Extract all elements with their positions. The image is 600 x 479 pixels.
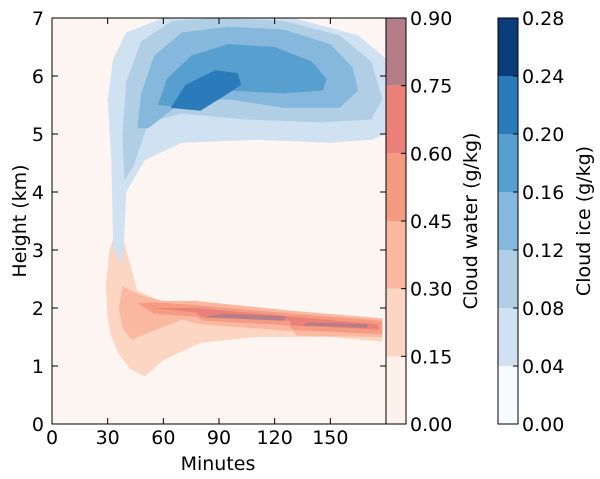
y-tick-label-4: 4 (32, 182, 44, 204)
x-tick-label-90: 90 (207, 427, 231, 449)
y-tick-label-6: 6 (32, 66, 44, 88)
colorbar-cloud-ice: 0.00 0.04 0.08 0.12 0.16 0.20 0.24 0.28 (497, 8, 564, 436)
cloud-water-contour-5 (302, 322, 368, 328)
colorbar-cloud-ice-label: Cloud ice (g/kg) (573, 146, 595, 296)
colorbar-ice-segment-4 (498, 134, 518, 192)
colorbar-water-segment-5 (386, 18, 406, 86)
colorbar-ice-tick-label-0.16: 0.16 (522, 182, 564, 204)
y-tick-label-3: 3 (32, 240, 44, 262)
colorbar-water-segment-1 (386, 288, 406, 357)
y-tick-label-7: 7 (32, 8, 44, 30)
x-tick-label-30: 30 (96, 427, 120, 449)
colorbar-water-tick-label-0.15: 0.15 (410, 346, 452, 368)
y-tick-label-0: 0 (32, 414, 44, 436)
colorbar-cloud-water: 0.00 0.15 0.30 0.45 0.60 0.75 0.90 (385, 8, 452, 436)
colorbar-ice-segment-6 (498, 18, 518, 76)
colorbar-ice-segment-1 (498, 308, 518, 366)
cloud-water-contour-4 (204, 313, 286, 321)
cloud-ice-contour-4 (170, 70, 242, 111)
colorbar-water-segment-0 (386, 356, 406, 424)
colorbar-ice-segment-0 (498, 366, 518, 424)
colorbar-ice-segment-5 (498, 76, 518, 134)
colorbar-ice-tick-label-0.24: 0.24 (522, 66, 564, 88)
colorbar-water-tick-label-0.60: 0.60 (410, 143, 452, 165)
colorbar-water-segment-3 (386, 153, 406, 221)
colorbar-water-segment-4 (386, 85, 406, 154)
colorbar-water-tick-label-0.75: 0.75 (410, 76, 452, 98)
x-axis-label: Minutes (181, 453, 256, 475)
colorbar-cloud-water-label: Cloud water (g/kg) (460, 133, 482, 310)
y-tick-label-1: 1 (32, 356, 44, 378)
y-tick-label-2: 2 (32, 298, 44, 320)
colorbar-ice-tick-label-0.00: 0.00 (522, 414, 564, 436)
colorbar-ice-tick-label-0.04: 0.04 (522, 356, 564, 378)
colorbar-water-tick-label-0.45: 0.45 (410, 211, 452, 233)
colorbar-ice-tick-label-0.12: 0.12 (522, 240, 564, 262)
y-tick-label-5: 5 (32, 124, 44, 146)
x-tick-label-120: 120 (257, 427, 293, 449)
x-tick-label-60: 60 (151, 427, 175, 449)
colorbar-ice-tick-label-0.20: 0.20 (522, 124, 564, 146)
x-tick-label-0: 0 (46, 427, 58, 449)
y-axis-label: Height (km) (9, 164, 31, 277)
colorbar-ice-frame (497, 17, 519, 425)
colorbar-water-segment-2 (386, 221, 406, 289)
colorbar-ice-tick-label-0.28: 0.28 (522, 8, 564, 30)
colorbar-ice-segment-3 (498, 192, 518, 250)
colorbar-ice-segment-2 (498, 250, 518, 308)
x-tick-label-150: 150 (312, 427, 348, 449)
colorbar-water-tick-label-0.90: 0.90 (410, 8, 452, 30)
colorbar-water-tick-label-0.30: 0.30 (410, 279, 452, 301)
x-axis: 0 30 60 90 120 150 (46, 18, 348, 449)
contour-layers (105, 18, 386, 377)
colorbar-water-tick-label-0.00: 0.00 (410, 414, 452, 436)
colorbar-ice-tick-label-0.08: 0.08 (522, 298, 564, 320)
y-axis: 0 1 2 3 4 5 6 7 (32, 8, 386, 436)
cloud-water-contour-0 (105, 229, 383, 377)
